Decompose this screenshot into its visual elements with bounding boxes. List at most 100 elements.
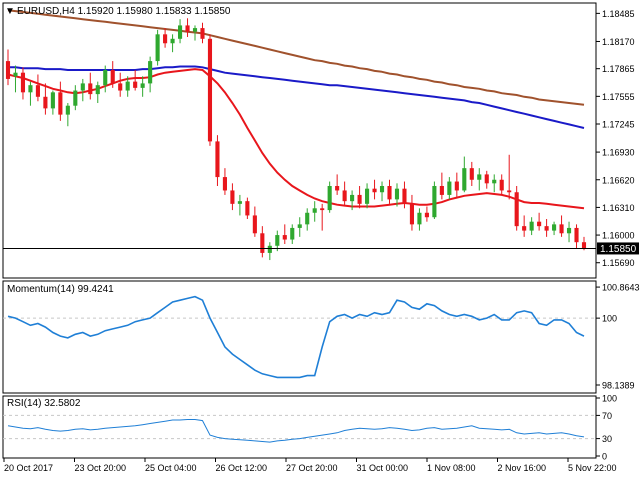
symbol-dropdown-arrow-icon[interactable]: ▼ [5,6,15,17]
candle-body [5,61,11,79]
current-price-tag: 1.15850 [597,242,639,255]
candle [379,181,385,202]
momentum-tick-label: 98.1389 [602,381,635,391]
candle-body [65,105,70,115]
price-tick-label: 1.16620 [602,175,635,185]
ma-slow-line [7,9,585,106]
candle [552,221,557,236]
candle-body [267,245,272,253]
candle-body [43,96,48,109]
momentum-title: Momentum(14) 99.4241 [7,284,114,295]
candle [282,224,287,244]
candle [163,28,168,48]
candle-body [417,212,422,225]
candle [88,72,93,100]
candle [350,190,355,211]
candle [327,181,332,213]
momentum-panel[interactable]: 100.8643 100 98.1389 Momentum(14) 99.4241 [2,280,640,394]
candle [35,74,40,102]
candle [574,224,579,249]
candle [432,181,437,220]
price-tick-label: 1.18170 [602,37,635,47]
candle [140,76,145,97]
candle-body [409,203,415,225]
rsi-axis: 100 70 30 0 [596,394,617,462]
rsi-panel[interactable]: 100 70 30 0 RSI(14) 32.5802 [2,394,617,462]
candle [65,103,70,127]
candle-body [544,226,549,231]
candle-body [252,215,257,234]
candle-body [320,208,325,211]
candle-body [387,186,392,200]
time-tick-label: 5 Nov 22:00 [568,463,617,473]
candle-body [177,25,183,39]
candle [252,206,257,237]
candle [290,224,295,244]
candle [320,203,325,231]
symbol-ohlc-header: EURUSD,H4 1.15920 1.15980 1.15833 1.1585… [17,6,231,17]
candle [133,70,138,91]
candle-body [552,224,557,231]
momentum-panel-frame [2,280,597,394]
candle-body [95,85,100,95]
candle [529,217,534,236]
candle [492,174,497,193]
time-tick-label: 1 Nov 08:00 [427,463,476,473]
candle [185,18,190,38]
candle [13,65,18,93]
candle [125,76,130,97]
candle-body [58,92,63,115]
price-tick-label: 1.16000 [602,231,635,241]
price-panel[interactable]: 1.18485 1.18170 1.17865 1.17555 1.17245 1.169… [2,2,639,279]
candle-body [163,34,168,44]
candle [409,194,415,231]
candle-body [155,34,160,62]
candle [103,65,108,93]
rsi-tick-label: 0 [602,452,607,462]
candle-body [88,83,93,95]
price-tick-label: 1.17555 [602,92,635,102]
candle-body [148,61,153,84]
candle-body [394,188,400,200]
candle [566,221,572,243]
current-price-label: 1.15850 [600,244,637,255]
candle [245,197,250,220]
candle-body [350,194,355,202]
price-tick-label: 1.16930 [602,148,635,158]
candle-body [402,188,407,204]
candle-body [581,242,587,249]
candle-body [447,181,452,195]
candle [387,179,392,204]
candle [237,194,242,216]
candle [230,183,235,211]
time-axis: 20 Oct 2017 23 Oct 20:00 25 Oct 04:00 26 Oc… [3,458,617,473]
candle-body [275,235,280,246]
candle-body [484,174,489,184]
candle-body [462,168,467,191]
candle [365,183,370,209]
candle-body [192,28,198,32]
candle [559,215,564,237]
candle-body [230,190,235,204]
candle-body [237,201,242,204]
candle [342,181,347,207]
candle [417,208,422,231]
candle [372,179,377,200]
candle [439,172,444,200]
candle-body [118,83,123,91]
candle-body [574,227,579,243]
momentum-tick-label: 100 [602,314,617,324]
candle [469,161,474,186]
rsi-line [7,419,585,443]
ma-mid-line [8,65,585,129]
candle [50,90,55,115]
candle-body [35,85,40,97]
candle-body [80,83,85,91]
candle-body [432,186,437,218]
candle [305,208,310,231]
candle [402,181,407,209]
candle-body [365,188,370,204]
candle-body [73,90,78,106]
candle [95,81,100,104]
